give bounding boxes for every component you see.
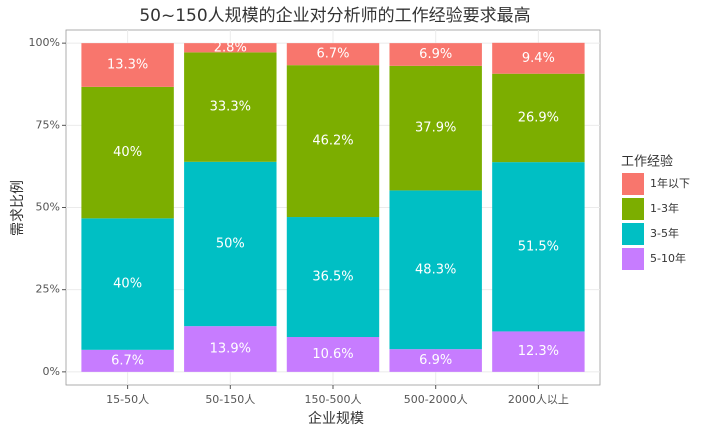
bar-segment xyxy=(492,42,585,74)
bar-segment xyxy=(286,337,380,372)
y-tick-label: 25% xyxy=(36,283,60,296)
legend-label: 1年以下 xyxy=(650,176,690,190)
y-axis-label: 需求比例 xyxy=(10,180,26,236)
y-tick-label: 75% xyxy=(36,118,60,131)
bar-segment xyxy=(184,52,277,162)
bar-segment xyxy=(389,65,482,191)
x-axis-label: 企业规模 xyxy=(308,410,364,427)
legend-title: 工作经验 xyxy=(621,154,673,170)
bar-segment xyxy=(184,326,277,372)
legend-key xyxy=(622,198,644,220)
data-label: 2.8% xyxy=(214,40,247,55)
data-label: 9.4% xyxy=(522,51,555,66)
data-label: 6.7% xyxy=(316,47,349,62)
data-label: 46.2% xyxy=(312,134,353,149)
bar-segment xyxy=(286,43,380,66)
legend-label: 5-10年 xyxy=(650,251,686,265)
bar-segment xyxy=(389,349,482,372)
bar-segment xyxy=(492,73,585,163)
data-label: 6.9% xyxy=(419,47,452,62)
chart-title: 50~150人规模的企业对分析师的工作经验要求最高 xyxy=(139,6,530,26)
legend-key xyxy=(622,248,644,270)
data-label: 12.3% xyxy=(518,344,559,359)
x-tick-label: 500-2000人 xyxy=(404,393,468,406)
data-label: 33.3% xyxy=(210,100,251,115)
bar-segment xyxy=(286,65,380,218)
bar-segment xyxy=(184,43,277,53)
bar-segment xyxy=(81,218,174,350)
y-tick-label: 50% xyxy=(36,201,60,214)
data-label: 26.9% xyxy=(518,110,559,125)
bar-segment xyxy=(81,86,174,219)
data-label: 40% xyxy=(113,277,142,292)
bar-segment xyxy=(389,190,482,350)
legend-label: 1-3年 xyxy=(650,201,679,215)
y-tick-label: 0% xyxy=(43,365,60,378)
data-label: 51.5% xyxy=(518,239,559,254)
legend-label: 3-5年 xyxy=(650,226,679,240)
bar-segment xyxy=(492,162,585,332)
bar-segment xyxy=(389,43,482,66)
bar-segment xyxy=(184,161,277,327)
data-label: 13.9% xyxy=(210,342,251,357)
legend-key xyxy=(622,223,644,245)
bar-segment xyxy=(492,331,585,372)
x-tick-label: 150-500人 xyxy=(305,393,362,406)
bar-segment xyxy=(81,43,174,87)
y-tick-label: 100% xyxy=(29,36,60,49)
data-label: 36.5% xyxy=(312,270,353,285)
x-tick-label: 50-150人 xyxy=(205,393,255,406)
bar-segment xyxy=(286,217,380,338)
x-tick-label: 15-50人 xyxy=(106,393,149,406)
data-label: 40% xyxy=(113,145,142,160)
legend-key xyxy=(622,173,644,195)
x-tick-label: 2000人以上 xyxy=(508,393,569,406)
data-label: 6.7% xyxy=(111,353,144,368)
data-label: 13.3% xyxy=(107,58,148,73)
data-label: 10.6% xyxy=(312,347,353,362)
bar-segment xyxy=(81,349,174,372)
data-label: 48.3% xyxy=(415,262,456,277)
data-label: 37.9% xyxy=(415,121,456,136)
data-label: 50% xyxy=(216,236,245,251)
data-label: 6.9% xyxy=(419,353,452,368)
